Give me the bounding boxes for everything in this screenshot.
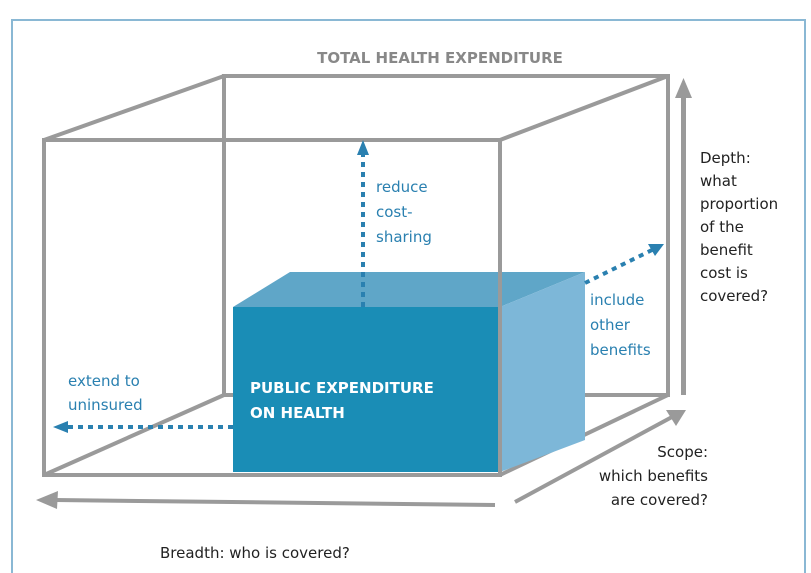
axis-label: benefit [700,241,753,259]
arrowheads [53,140,664,433]
inner-label: PUBLIC EXPENDITURE [250,379,434,397]
axis-label: Breadth: who is covered? [160,544,350,562]
axis-label: Depth: [700,149,751,167]
dotted-arrows [68,155,653,429]
inner-box [233,272,585,472]
note: benefits [590,341,651,359]
axis-label: what [700,172,737,190]
axis-arrows [36,78,692,509]
title: TOTAL HEALTH EXPENDITURE [317,49,563,67]
axis-label: are covered? [611,491,708,509]
outer-front [42,138,502,477]
note: reduce [376,178,428,196]
inner-label: ON HEALTH [250,404,345,422]
axis-label: of the [700,218,744,236]
note: cost- [376,203,413,221]
axis-label: which benefits [599,467,708,485]
axis-label: cost is [700,264,748,282]
axis-label: proportion [700,195,778,213]
axis-label: Scope: [657,443,708,461]
note: uninsured [68,396,143,414]
note: other [590,316,631,334]
note: sharing [376,228,432,246]
axis-label: covered? [700,287,768,305]
note: extend to [68,372,140,390]
note: include [590,291,644,309]
